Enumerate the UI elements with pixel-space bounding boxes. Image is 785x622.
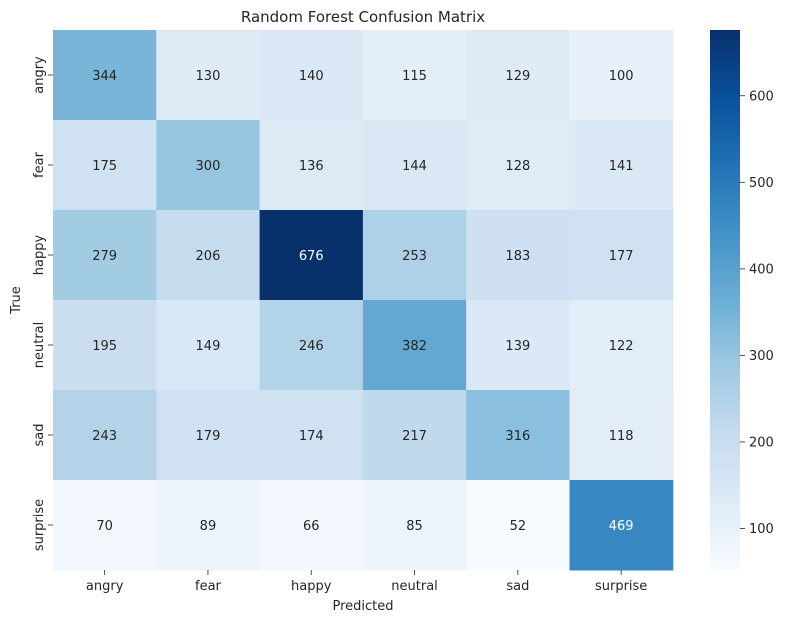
heatmap-cells: 344 130 140 115 129 100 175 300 136 144 128 141 279 2… (53, 30, 674, 571)
cell-value-label: 179 (196, 429, 221, 444)
colorbar-tick-label: 500 (749, 176, 774, 191)
y-tick-label: surprise (32, 499, 47, 551)
cell-value-label: 130 (196, 69, 221, 84)
heatmap-cell (466, 390, 570, 481)
cell-value-label: 85 (406, 519, 423, 534)
x-axis-ticks: angry fear happy neutral sad surprise (86, 570, 647, 594)
cell-value-label: 89 (200, 519, 217, 534)
cell-value-label: 139 (505, 339, 530, 354)
heatmap-cell (466, 300, 570, 391)
heatmap-cell (569, 120, 674, 211)
heatmap-cell (53, 210, 157, 301)
x-axis-label: Predicted (332, 599, 393, 614)
y-axis-label: True (9, 286, 24, 315)
cell-value-label: 316 (505, 429, 530, 444)
cell-value-label: 70 (96, 519, 113, 534)
cell-value-label: 195 (92, 339, 117, 354)
cell-value-label: 115 (402, 69, 427, 84)
cell-value-label: 149 (196, 339, 221, 354)
heatmap-cell (156, 120, 261, 211)
heatmap-cell (259, 210, 364, 301)
heatmap-cell (53, 480, 157, 571)
heatmap-cell (259, 120, 364, 211)
heatmap-cell (156, 30, 261, 121)
heatmap-cell (156, 210, 261, 301)
heatmap-cell (569, 480, 674, 571)
cell-value-label: 174 (299, 429, 324, 444)
cell-value-label: 177 (609, 249, 634, 264)
colorbar-gradient (710, 30, 740, 570)
cell-value-label: 279 (92, 249, 117, 264)
cell-value-label: 144 (402, 159, 427, 174)
cell-value-label: 141 (609, 159, 634, 174)
heatmap-cell (569, 30, 674, 121)
cell-value-label: 382 (402, 339, 427, 354)
heatmap-cell (362, 120, 467, 211)
heatmap-cell (259, 300, 364, 391)
x-tick-label: fear (195, 579, 222, 594)
heatmap-cell (362, 210, 467, 301)
y-tick-label: neutral (32, 322, 47, 369)
cell-value-label: 206 (196, 249, 221, 264)
heatmap-cell (53, 300, 157, 391)
heatmap-cell (156, 300, 261, 391)
cell-value-label: 217 (402, 429, 427, 444)
heatmap-cell (259, 390, 364, 481)
cell-value-label: 246 (299, 339, 324, 354)
x-tick-label: angry (86, 579, 124, 594)
heatmap-cell (53, 30, 157, 121)
cell-value-label: 243 (92, 429, 117, 444)
cell-value-label: 676 (299, 249, 324, 264)
heatmap-cell (466, 30, 570, 121)
heatmap-cell (259, 480, 364, 571)
cell-value-label: 128 (505, 159, 530, 174)
heatmap-cell (466, 480, 570, 571)
colorbar-tick-label: 100 (749, 522, 774, 537)
heatmap-cell (569, 390, 674, 481)
x-tick-label: neutral (391, 579, 438, 594)
heatmap-cell (53, 390, 157, 481)
cell-value-label: 129 (505, 69, 530, 84)
chart-title: Random Forest Confusion Matrix (241, 8, 485, 26)
colorbar: 100 200 300 400 500 600 (710, 30, 774, 570)
cell-value-label: 175 (92, 159, 117, 174)
y-tick-label: angry (32, 56, 47, 94)
cell-value-label: 183 (505, 249, 530, 264)
y-tick-label: fear (32, 151, 47, 178)
cell-value-label: 469 (609, 519, 634, 534)
colorbar-tick-label: 400 (749, 262, 774, 277)
heatmap-cell (53, 120, 157, 211)
y-axis-ticks: angry fear happy neutral sad surprise (32, 56, 53, 551)
heatmap-cell (569, 210, 674, 301)
cell-value-label: 52 (510, 519, 527, 534)
y-tick-label: sad (32, 424, 47, 447)
cell-value-label: 140 (299, 69, 324, 84)
cell-value-label: 122 (609, 339, 634, 354)
x-tick-label: sad (506, 579, 529, 594)
heatmap-cell (362, 30, 467, 121)
colorbar-tick-label: 200 (749, 435, 774, 450)
heatmap-cell (156, 390, 261, 481)
cell-value-label: 344 (92, 69, 117, 84)
cell-value-label: 300 (196, 159, 221, 174)
y-tick-label: happy (32, 234, 47, 275)
heatmap-cell (466, 210, 570, 301)
heatmap-cell (156, 480, 261, 571)
cell-value-label: 66 (303, 519, 320, 534)
heatmap-cell (259, 30, 364, 121)
heatmap-cell (362, 480, 467, 571)
cell-value-label: 253 (402, 249, 427, 264)
heatmap-cell (466, 120, 570, 211)
x-tick-label: surprise (595, 579, 647, 594)
heatmap-cell (362, 390, 467, 481)
colorbar-tick-label: 600 (749, 89, 774, 104)
colorbar-tick-label: 300 (749, 349, 774, 364)
cell-value-label: 136 (299, 159, 324, 174)
cell-value-label: 100 (609, 69, 634, 84)
cell-value-label: 118 (609, 429, 634, 444)
x-tick-label: happy (291, 579, 332, 594)
heatmap-cell (569, 300, 674, 391)
heatmap-cell (362, 300, 467, 391)
